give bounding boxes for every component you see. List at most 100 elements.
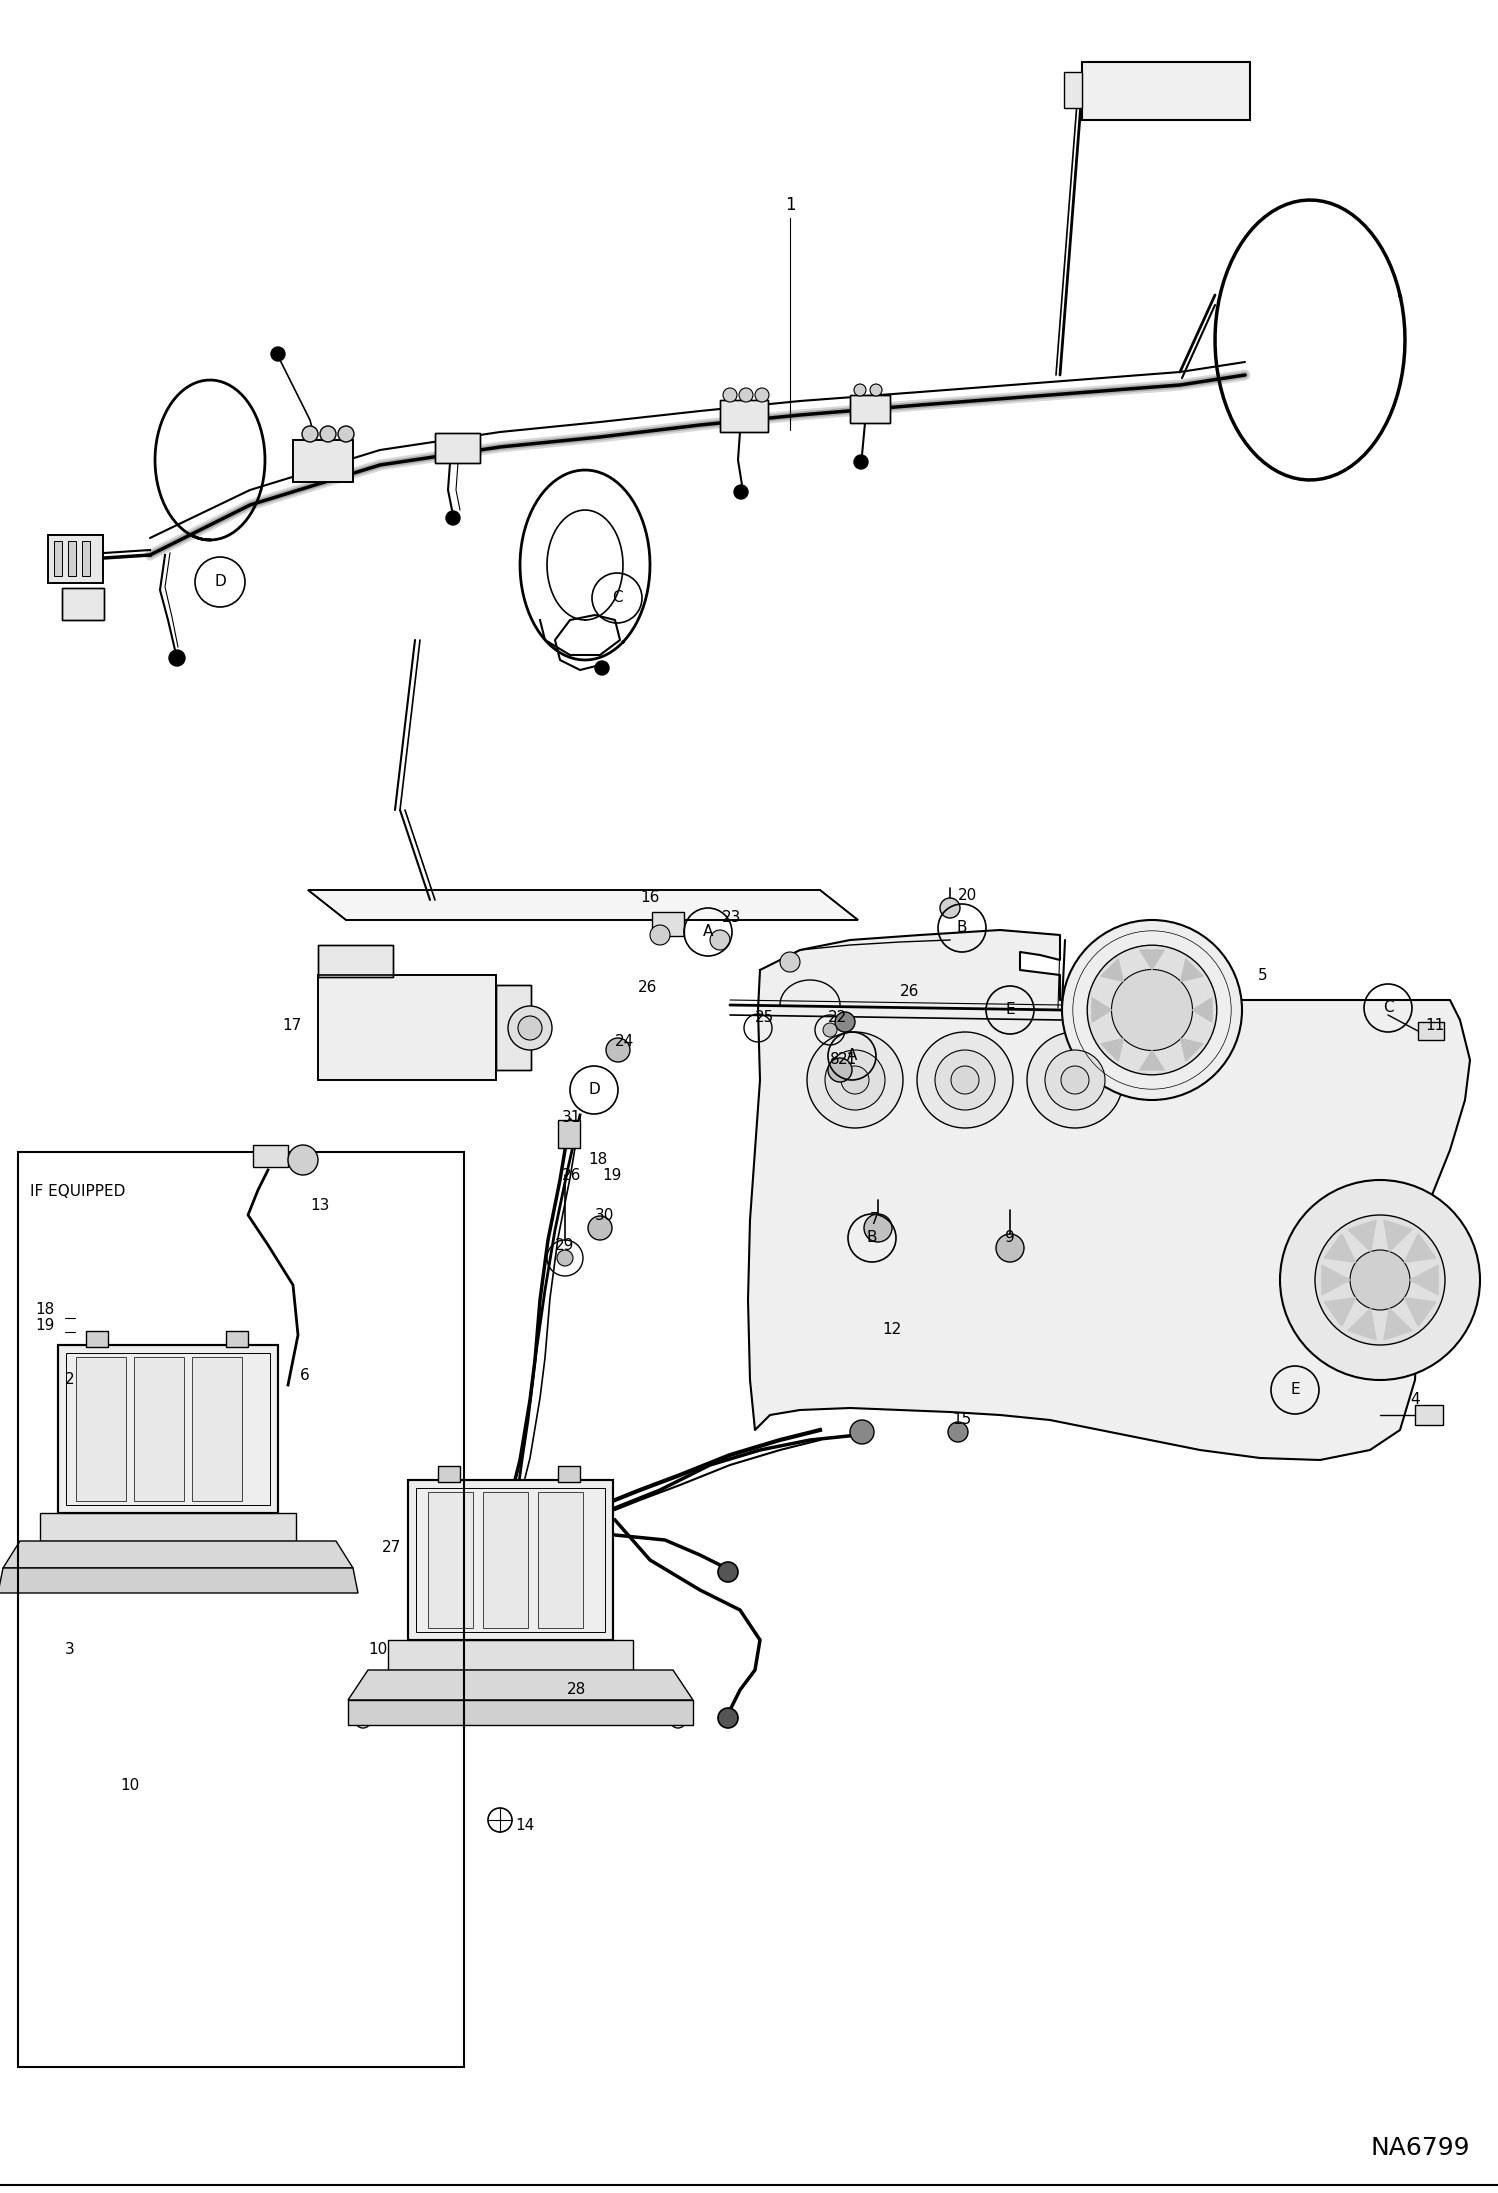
Circle shape bbox=[951, 1066, 980, 1094]
Polygon shape bbox=[1384, 1219, 1413, 1252]
Bar bbox=[318, 945, 392, 978]
Polygon shape bbox=[1101, 1039, 1124, 1061]
Circle shape bbox=[1046, 1050, 1106, 1110]
Circle shape bbox=[870, 384, 882, 397]
Bar bbox=[40, 1513, 297, 1542]
Text: 10: 10 bbox=[120, 1779, 139, 1792]
Circle shape bbox=[849, 1421, 873, 1443]
Circle shape bbox=[854, 454, 867, 469]
Circle shape bbox=[508, 1007, 551, 1050]
Text: 26: 26 bbox=[638, 980, 658, 996]
Bar bbox=[557, 1121, 580, 1147]
Text: 6: 6 bbox=[300, 1368, 310, 1382]
Text: 18: 18 bbox=[589, 1154, 607, 1167]
Circle shape bbox=[828, 1057, 852, 1081]
Polygon shape bbox=[1180, 958, 1203, 980]
Text: 4: 4 bbox=[1410, 1393, 1420, 1408]
Text: 30: 30 bbox=[595, 1208, 614, 1222]
Text: 27: 27 bbox=[382, 1539, 401, 1555]
Text: 8: 8 bbox=[830, 1053, 839, 1068]
Bar bbox=[538, 1491, 583, 1627]
Text: 28: 28 bbox=[568, 1682, 586, 1697]
Text: 15: 15 bbox=[953, 1412, 971, 1428]
Polygon shape bbox=[1404, 1298, 1435, 1327]
Circle shape bbox=[854, 384, 866, 397]
Text: 12: 12 bbox=[882, 1322, 902, 1338]
Bar bbox=[1064, 72, 1082, 107]
Bar bbox=[434, 432, 479, 463]
Circle shape bbox=[718, 1561, 739, 1581]
Circle shape bbox=[595, 660, 610, 675]
Circle shape bbox=[607, 1037, 631, 1061]
Circle shape bbox=[271, 346, 285, 362]
Text: A: A bbox=[846, 1048, 857, 1064]
Circle shape bbox=[834, 1011, 855, 1033]
Circle shape bbox=[1315, 1215, 1446, 1344]
Circle shape bbox=[650, 925, 670, 945]
Polygon shape bbox=[309, 890, 858, 921]
Polygon shape bbox=[1180, 1039, 1203, 1061]
Circle shape bbox=[303, 425, 318, 443]
Bar bbox=[48, 535, 103, 583]
Text: 19: 19 bbox=[34, 1318, 54, 1333]
Polygon shape bbox=[1192, 998, 1212, 1022]
Polygon shape bbox=[1324, 1235, 1356, 1263]
Text: B: B bbox=[957, 921, 968, 936]
Circle shape bbox=[169, 649, 184, 667]
Circle shape bbox=[589, 1215, 613, 1239]
Bar bbox=[318, 945, 392, 978]
Text: E: E bbox=[1290, 1382, 1300, 1397]
Text: 25: 25 bbox=[755, 1011, 774, 1026]
Circle shape bbox=[710, 930, 730, 950]
Bar bbox=[294, 441, 354, 482]
Bar bbox=[18, 1151, 464, 2068]
Polygon shape bbox=[3, 1542, 354, 1568]
Text: C: C bbox=[611, 590, 622, 605]
Bar bbox=[48, 535, 103, 583]
Text: 26: 26 bbox=[900, 985, 920, 1000]
Bar bbox=[496, 985, 530, 1070]
Text: 18: 18 bbox=[34, 1303, 54, 1318]
Polygon shape bbox=[1324, 1298, 1356, 1327]
Polygon shape bbox=[348, 1700, 694, 1726]
Bar bbox=[388, 1640, 634, 1671]
Polygon shape bbox=[1348, 1309, 1377, 1340]
Circle shape bbox=[864, 1215, 891, 1241]
Circle shape bbox=[840, 1066, 869, 1094]
Text: 20: 20 bbox=[959, 888, 977, 904]
Bar bbox=[428, 1491, 473, 1627]
Bar bbox=[434, 432, 479, 463]
Text: 24: 24 bbox=[616, 1035, 634, 1050]
Circle shape bbox=[825, 1050, 885, 1110]
Circle shape bbox=[288, 1145, 318, 1175]
Bar bbox=[721, 399, 768, 432]
Bar bbox=[849, 395, 890, 423]
Text: 10: 10 bbox=[369, 1643, 388, 1658]
Text: 19: 19 bbox=[602, 1167, 622, 1182]
Text: D: D bbox=[589, 1083, 599, 1096]
Circle shape bbox=[822, 1022, 837, 1037]
Bar bbox=[849, 395, 890, 423]
Text: IF EQUIPPED: IF EQUIPPED bbox=[30, 1184, 126, 1200]
Bar bbox=[318, 976, 496, 1079]
Text: 2: 2 bbox=[64, 1373, 75, 1388]
Text: 5: 5 bbox=[1258, 967, 1267, 982]
Polygon shape bbox=[1404, 1235, 1435, 1263]
Bar bbox=[133, 1357, 184, 1500]
Text: 26: 26 bbox=[562, 1167, 581, 1182]
Circle shape bbox=[1112, 969, 1192, 1050]
Bar bbox=[437, 1465, 460, 1482]
Polygon shape bbox=[1140, 950, 1164, 969]
Circle shape bbox=[935, 1050, 995, 1110]
Polygon shape bbox=[348, 1671, 694, 1700]
Bar bbox=[253, 1145, 288, 1167]
Text: 7: 7 bbox=[870, 1213, 879, 1228]
Bar bbox=[226, 1331, 249, 1347]
Text: 23: 23 bbox=[722, 910, 742, 925]
Bar bbox=[407, 1480, 613, 1640]
Polygon shape bbox=[1410, 1265, 1438, 1294]
Text: 13: 13 bbox=[310, 1197, 330, 1213]
Circle shape bbox=[780, 952, 800, 971]
Text: 11: 11 bbox=[1425, 1018, 1444, 1033]
Polygon shape bbox=[1092, 998, 1112, 1022]
